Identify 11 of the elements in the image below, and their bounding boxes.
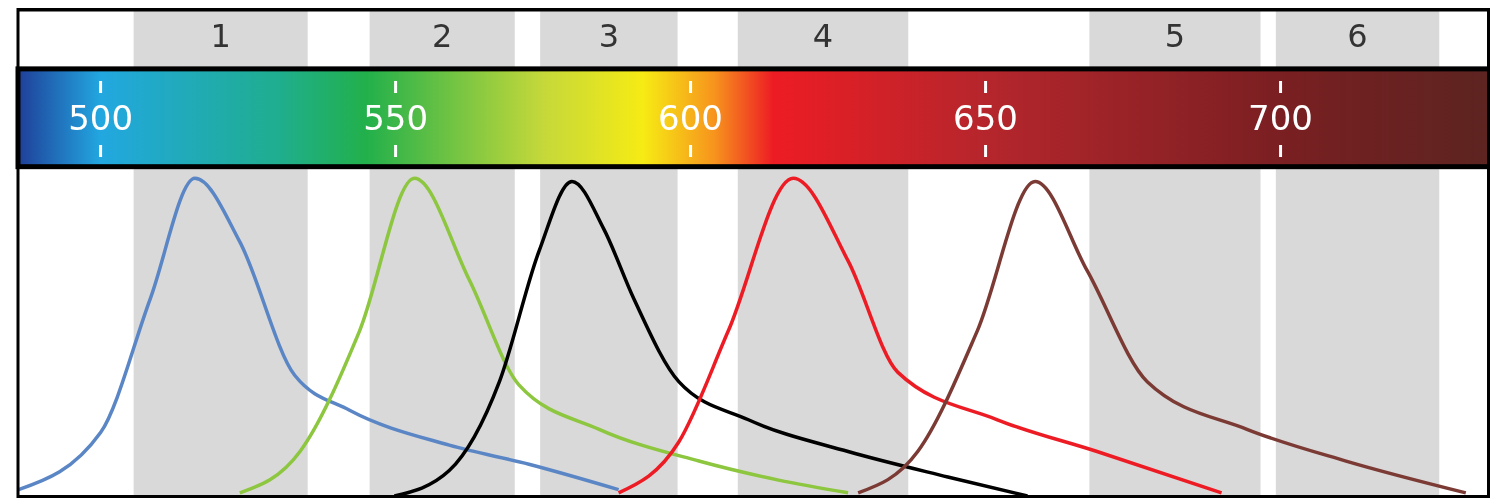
x-tick-label: 500 bbox=[68, 98, 134, 138]
band-label: 2 bbox=[432, 16, 453, 55]
x-tick-label: 700 bbox=[1248, 98, 1314, 138]
band-label: 1 bbox=[210, 16, 231, 55]
x-tick-label: 650 bbox=[953, 98, 1019, 138]
x-tick-label: 550 bbox=[363, 98, 429, 138]
band-label: 5 bbox=[1164, 16, 1186, 55]
band-label: 4 bbox=[812, 16, 834, 55]
band-label: 3 bbox=[598, 16, 620, 55]
x-tick-label: 600 bbox=[658, 98, 724, 138]
band-label: 6 bbox=[1347, 16, 1368, 55]
